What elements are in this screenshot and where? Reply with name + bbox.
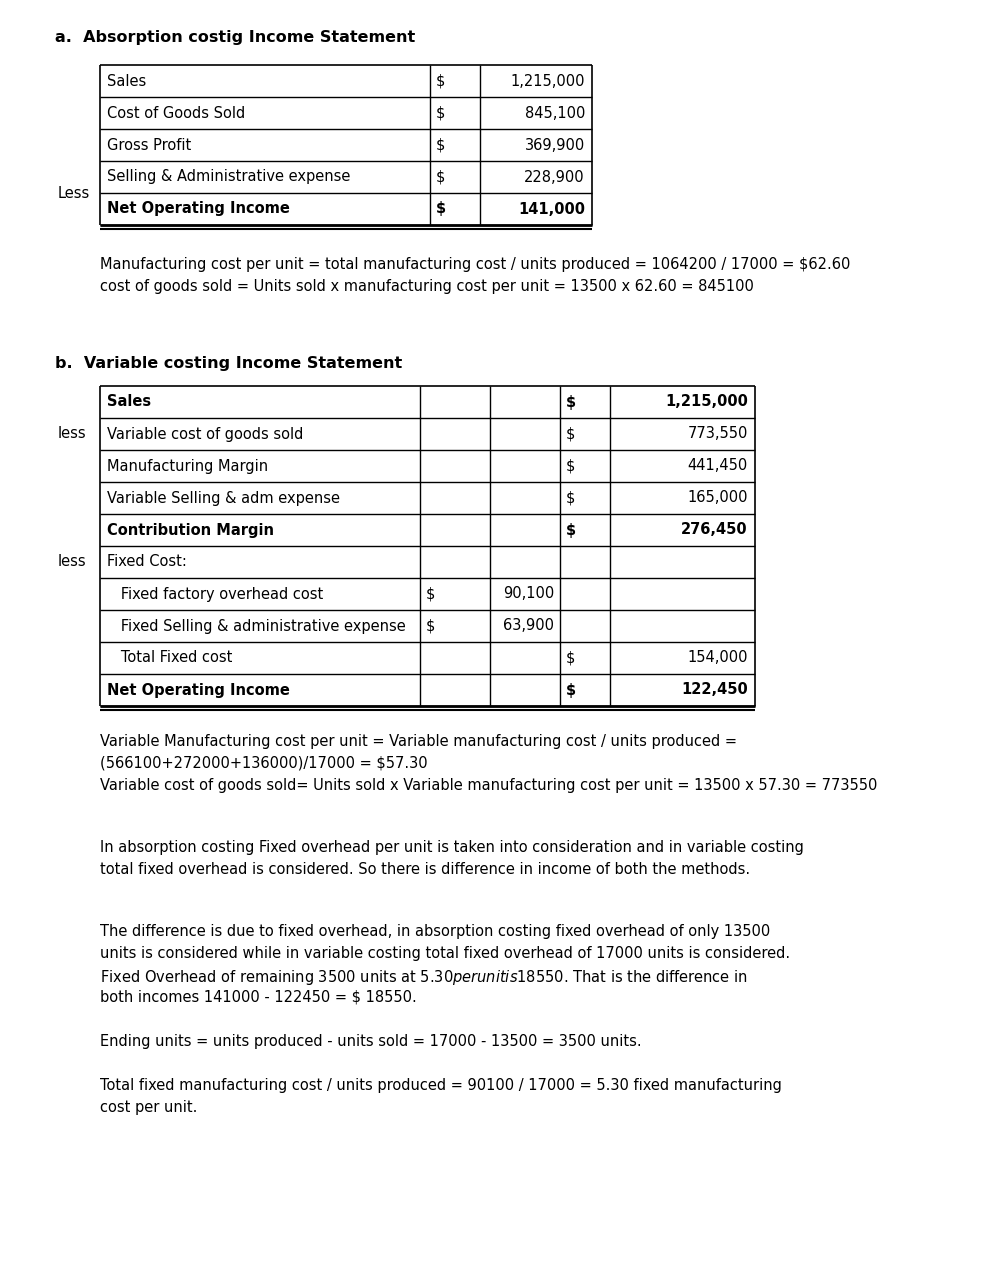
Text: 228,900: 228,900 [524, 169, 585, 184]
Text: $: $ [566, 522, 576, 537]
Text: Ending units = units produced - units sold = 17000 - 13500 = 3500 units.: Ending units = units produced - units so… [100, 1034, 642, 1049]
Text: $: $ [566, 426, 576, 441]
Text: Variable Manufacturing cost per unit = Variable manufacturing cost / units produ: Variable Manufacturing cost per unit = V… [100, 734, 737, 749]
Text: 165,000: 165,000 [688, 491, 748, 506]
Text: Variable cost of goods sold: Variable cost of goods sold [107, 426, 303, 441]
Text: Fixed Selling & administrative expense: Fixed Selling & administrative expense [107, 618, 406, 633]
Text: Selling & Administrative expense: Selling & Administrative expense [107, 169, 350, 184]
Text: $: $ [426, 618, 435, 633]
Text: total fixed overhead is considered. So there is difference in income of both the: total fixed overhead is considered. So t… [100, 863, 750, 876]
Text: 441,450: 441,450 [688, 459, 748, 473]
Text: a.  Absorption costig Income Statement: a. Absorption costig Income Statement [55, 30, 415, 45]
Text: b.  Variable costing Income Statement: b. Variable costing Income Statement [55, 356, 402, 371]
Text: Net Operating Income: Net Operating Income [107, 202, 289, 217]
Text: $: $ [566, 395, 576, 410]
Text: 773,550: 773,550 [688, 426, 748, 441]
Text: Sales: Sales [107, 395, 151, 410]
Text: 276,450: 276,450 [682, 522, 748, 537]
Text: Gross Profit: Gross Profit [107, 137, 192, 153]
Text: 845,100: 845,100 [525, 106, 585, 121]
Text: $: $ [566, 682, 576, 697]
Text: Fixed Cost:: Fixed Cost: [107, 555, 187, 570]
Text: Fixed factory overhead cost: Fixed factory overhead cost [107, 586, 323, 601]
Text: $: $ [436, 137, 445, 153]
Text: $: $ [566, 459, 576, 473]
Text: cost of goods sold = Units sold x manufacturing cost per unit = 13500 x 62.60 = : cost of goods sold = Units sold x manufa… [100, 279, 753, 294]
Text: less: less [58, 426, 87, 441]
Text: Variable cost of goods sold= Units sold x Variable manufacturing cost per unit =: Variable cost of goods sold= Units sold … [100, 778, 877, 793]
Text: units is considered while in variable costing total fixed overhead of 17000 unit: units is considered while in variable co… [100, 946, 790, 961]
Text: Manufacturing cost per unit = total manufacturing cost / units produced = 106420: Manufacturing cost per unit = total manu… [100, 257, 850, 272]
Text: Contribution Margin: Contribution Margin [107, 522, 274, 537]
Text: less: less [58, 555, 87, 570]
Text: The difference is due to fixed overhead, in absorption costing fixed overhead of: The difference is due to fixed overhead,… [100, 924, 770, 939]
Text: Variable Selling & adm expense: Variable Selling & adm expense [107, 491, 340, 506]
Text: 1,215,000: 1,215,000 [511, 73, 585, 88]
Text: 141,000: 141,000 [518, 202, 585, 217]
Text: Net Operating Income: Net Operating Income [107, 682, 289, 697]
Text: Less: Less [58, 185, 90, 200]
Text: $: $ [436, 73, 445, 88]
Text: 90,100: 90,100 [503, 586, 554, 601]
Text: $: $ [426, 586, 435, 601]
Text: Total fixed manufacturing cost / units produced = 90100 / 17000 = 5.30 fixed man: Total fixed manufacturing cost / units p… [100, 1078, 781, 1093]
Text: 369,900: 369,900 [525, 137, 585, 153]
Text: $: $ [436, 202, 446, 217]
Text: 154,000: 154,000 [688, 651, 748, 666]
Text: Cost of Goods Sold: Cost of Goods Sold [107, 106, 246, 121]
Text: Fixed Overhead of remaining 3500 units at $5.30 per unit is $18550. That is the : Fixed Overhead of remaining 3500 units a… [100, 968, 748, 987]
Text: 1,215,000: 1,215,000 [665, 395, 748, 410]
Text: 63,900: 63,900 [503, 618, 554, 633]
Text: Manufacturing Margin: Manufacturing Margin [107, 459, 268, 473]
Text: $: $ [436, 169, 445, 184]
Text: 122,450: 122,450 [682, 682, 748, 697]
Text: Total Fixed cost: Total Fixed cost [107, 651, 233, 666]
Text: $: $ [566, 491, 576, 506]
Text: cost per unit.: cost per unit. [100, 1100, 198, 1115]
Text: $: $ [566, 651, 576, 666]
Text: In absorption costing Fixed overhead per unit is taken into consideration and in: In absorption costing Fixed overhead per… [100, 840, 803, 855]
Text: both incomes 141000 - 122450 = $ 18550.: both incomes 141000 - 122450 = $ 18550. [100, 990, 417, 1005]
Text: $: $ [436, 106, 445, 121]
Text: Sales: Sales [107, 73, 147, 88]
Text: (566100+272000+136000)/17000 = $57.30: (566100+272000+136000)/17000 = $57.30 [100, 757, 427, 770]
